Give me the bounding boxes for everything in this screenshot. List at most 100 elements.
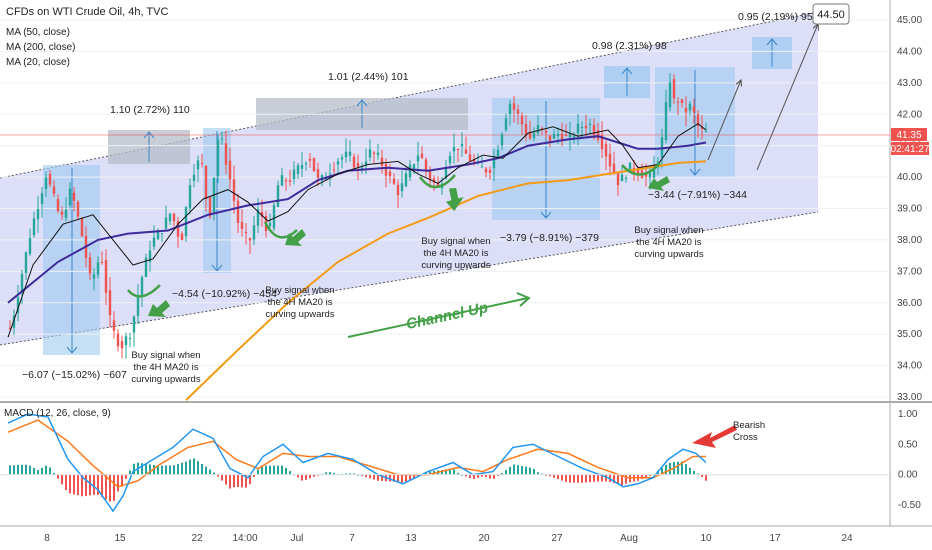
candle-body [304,163,308,165]
candle-body [604,143,608,157]
candle-body [136,296,140,316]
candle-body [168,213,172,222]
macd-histogram-bar [313,474,315,477]
candle-body [228,160,232,180]
price-tick-label: 35.00 [897,329,922,340]
candle-body [8,327,12,329]
candle-body [32,218,36,236]
macd-histogram-bar [73,474,75,495]
measure-label-2: 1.01 (2.44%) 101 [328,71,409,83]
macd-histogram-bar [69,474,71,494]
price-tick-label: 33.00 [897,392,922,403]
time-tick-label: 7 [349,533,355,544]
candle-body [376,152,380,156]
ma50-line [7,135,707,304]
macd-histogram-bar [213,472,215,475]
candle-body [140,277,144,296]
svg-text:41.35: 41.35 [896,130,921,141]
candle-body [104,260,108,293]
svg-text:Buy signal when: Buy signal when [265,285,334,296]
macd-histogram-bar [237,474,239,487]
macd-histogram-bar [85,474,87,497]
candle-body [400,183,404,192]
candle-body [152,237,156,247]
candle-body [288,180,292,182]
svg-text:Buy signal when: Buy signal when [131,350,200,361]
candle-body [220,138,224,140]
candle-body [532,133,536,139]
macd-histogram-bar [513,464,515,475]
candle-body [72,192,76,201]
macd-histogram-bar [29,465,31,475]
candle-body [704,131,708,133]
candle-body [236,200,240,223]
candle-body [552,133,556,139]
candle-body [384,163,388,176]
legend-ma50: MA (50, close) [6,27,70,38]
candle-body [204,166,208,200]
macd-histogram-bar [509,466,511,475]
macd-histogram-bar [225,474,227,485]
svg-text:curving upwards: curving upwards [421,260,490,271]
macd-tick-label: -0.50 [898,500,921,511]
svg-text:curving upwards: curving upwards [634,249,703,260]
macd-histogram-bar [17,465,19,475]
macd-histogram-bar [245,474,247,488]
macd-tick-label: 1.00 [898,409,918,420]
candle-body [652,165,656,178]
candle-body [20,273,24,293]
macd-histogram-bar [449,468,451,475]
macd-histogram-bar [121,474,123,487]
candle-body [684,107,688,113]
macd-histogram-bar [349,473,351,475]
macd-histogram-bar [177,464,179,475]
candle-body [528,132,532,139]
candle-body [196,160,200,170]
price-axis-ticks: 33.00 34.00 35.00 36.00 37.00 38.00 39.00 40.00… [897,15,922,403]
countdown-tag: 02:41:27 [891,142,930,155]
candle-body [592,124,596,135]
candle-body [460,143,464,147]
macd-histogram-bar [157,465,159,475]
candle-body [392,178,396,184]
candle-body [584,125,588,129]
macd-histogram-bar [693,470,695,475]
macd-histogram-bar [273,465,275,475]
measure-label-3: 0.98 (2.31%) 98 [592,40,667,52]
macd-histogram-bar [101,474,103,497]
macd-histogram-bar [345,473,347,475]
candle-body [340,157,344,160]
time-tick-label: 14:00 [232,533,257,544]
candle-body [372,152,376,155]
candle-body [332,169,336,171]
candle-body [364,161,368,166]
macd-histogram-bar [301,474,303,481]
candle-body [388,171,392,176]
candle-body [24,252,28,273]
measure-label-8: −3.44 (−7.91%) −344 [648,189,747,201]
macd-histogram-bar [585,474,587,483]
macd-histogram-bar [453,469,455,475]
price-tick-label: 37.00 [897,266,922,277]
projection-arrows [707,24,818,171]
candle-body [148,250,152,262]
candle-body [260,211,264,217]
macd-histogram-bar [253,474,255,477]
candle-body [576,123,580,134]
candle-body [244,232,248,234]
channel-upper-line [0,11,819,179]
candle-body [296,165,300,174]
macd-histogram-bar [197,461,199,475]
candle-body [556,133,560,137]
macd-histogram-bar [133,463,135,475]
candle-body [680,99,684,104]
macd-panel[interactable] [0,403,890,525]
candle-body [252,225,256,240]
candle-body [488,169,492,173]
macd-histogram-bar [353,473,355,475]
time-tick-label: 22 [191,533,203,544]
macd-histogram-bar [81,474,83,497]
candle-body [176,221,180,237]
candle-body [316,169,320,178]
